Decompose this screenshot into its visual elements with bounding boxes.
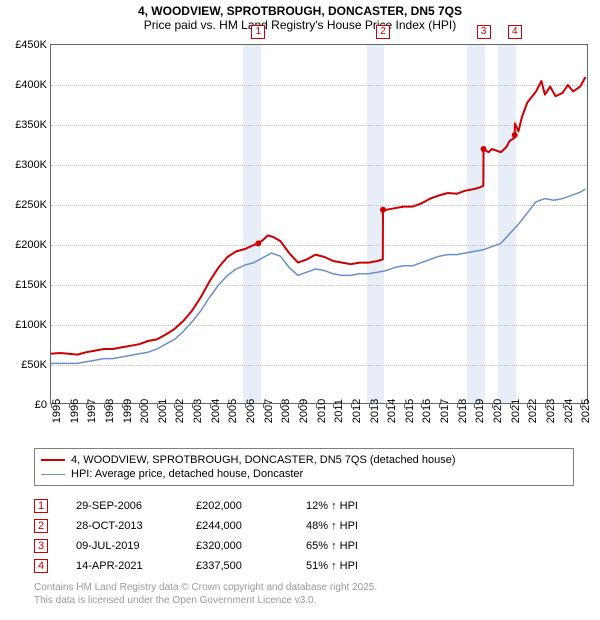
- y-axis-tick-label: £450K: [3, 39, 47, 51]
- series-price_paid: [51, 77, 585, 355]
- sale-date: 14-APR-2021: [76, 560, 196, 572]
- sale-date: 29-SEP-2006: [76, 500, 196, 512]
- sale-hpi-delta: 65% ↑ HPI: [306, 540, 426, 552]
- sale-row-marker: 3: [34, 539, 48, 553]
- sale-hpi-delta: 12% ↑ HPI: [306, 500, 426, 512]
- footer-line-1: Contains HM Land Registry data © Crown c…: [34, 582, 377, 595]
- sale-point-dot: [380, 207, 386, 213]
- y-axis-tick-label: £200K: [3, 239, 47, 251]
- y-axis-tick-label: £0: [3, 399, 47, 411]
- sale-row-marker: 4: [34, 559, 48, 573]
- sale-row: 3 09-JUL-2019£320,00065% ↑ HPI: [34, 536, 426, 556]
- y-axis-tick-label: £300K: [3, 159, 47, 171]
- sale-hpi-delta: 51% ↑ HPI: [306, 560, 426, 572]
- sale-marker: 3: [477, 25, 491, 39]
- y-axis-tick-label: £400K: [3, 79, 47, 91]
- legend-swatch: [41, 459, 65, 461]
- title-line-1: 4, WOODVIEW, SPROTBROUGH, DONCASTER, DN5…: [0, 4, 600, 18]
- legend-label: HPI: Average price, detached house, Donc…: [71, 468, 303, 480]
- sale-point-dot: [512, 132, 518, 138]
- legend-swatch: [41, 474, 65, 475]
- sale-date: 09-JUL-2019: [76, 540, 196, 552]
- footer-attribution: Contains HM Land Registry data © Crown c…: [34, 582, 377, 607]
- y-axis-tick-label: £250K: [3, 199, 47, 211]
- sale-row: 2 28-OCT-2013£244,00048% ↑ HPI: [34, 516, 426, 536]
- y-axis-tick-label: £100K: [3, 319, 47, 331]
- legend-box: 4, WOODVIEW, SPROTBROUGH, DONCASTER, DN5…: [34, 448, 574, 486]
- sale-price: £320,000: [196, 540, 306, 552]
- line-series-layer: [51, 45, 587, 403]
- y-axis-tick-label: £150K: [3, 279, 47, 291]
- sale-point-dot: [481, 146, 487, 152]
- y-axis-tick-label: £350K: [3, 119, 47, 131]
- sale-row: 1 29-SEP-2006£202,00012% ↑ HPI: [34, 496, 426, 516]
- sale-date: 28-OCT-2013: [76, 520, 196, 532]
- sales-table: 1 29-SEP-2006£202,00012% ↑ HPI 2 28-OCT-201…: [34, 496, 426, 576]
- plot-area: £0£50K£100K£150K£200K£250K£300K£350K£400…: [50, 44, 588, 404]
- y-axis-tick-label: £50K: [3, 359, 47, 371]
- sale-marker: 2: [376, 25, 390, 39]
- legend-label: 4, WOODVIEW, SPROTBROUGH, DONCASTER, DN5…: [71, 454, 456, 466]
- sale-price: £337,500: [196, 560, 306, 572]
- sale-price: £244,000: [196, 520, 306, 532]
- sale-marker: 4: [508, 25, 522, 39]
- sale-row: 4 14-APR-2021£337,50051% ↑ HPI: [34, 556, 426, 576]
- series-hpi: [51, 189, 585, 363]
- sale-hpi-delta: 48% ↑ HPI: [306, 520, 426, 532]
- footer-line-2: This data is licensed under the Open Gov…: [34, 595, 377, 608]
- sale-marker: 1: [251, 25, 265, 39]
- legend-row: 4, WOODVIEW, SPROTBROUGH, DONCASTER, DN5…: [41, 453, 567, 467]
- sale-price: £202,000: [196, 500, 306, 512]
- sale-row-marker: 1: [34, 499, 48, 513]
- sale-point-dot: [255, 240, 261, 246]
- sale-row-marker: 2: [34, 519, 48, 533]
- legend-row: HPI: Average price, detached house, Donc…: [41, 467, 567, 481]
